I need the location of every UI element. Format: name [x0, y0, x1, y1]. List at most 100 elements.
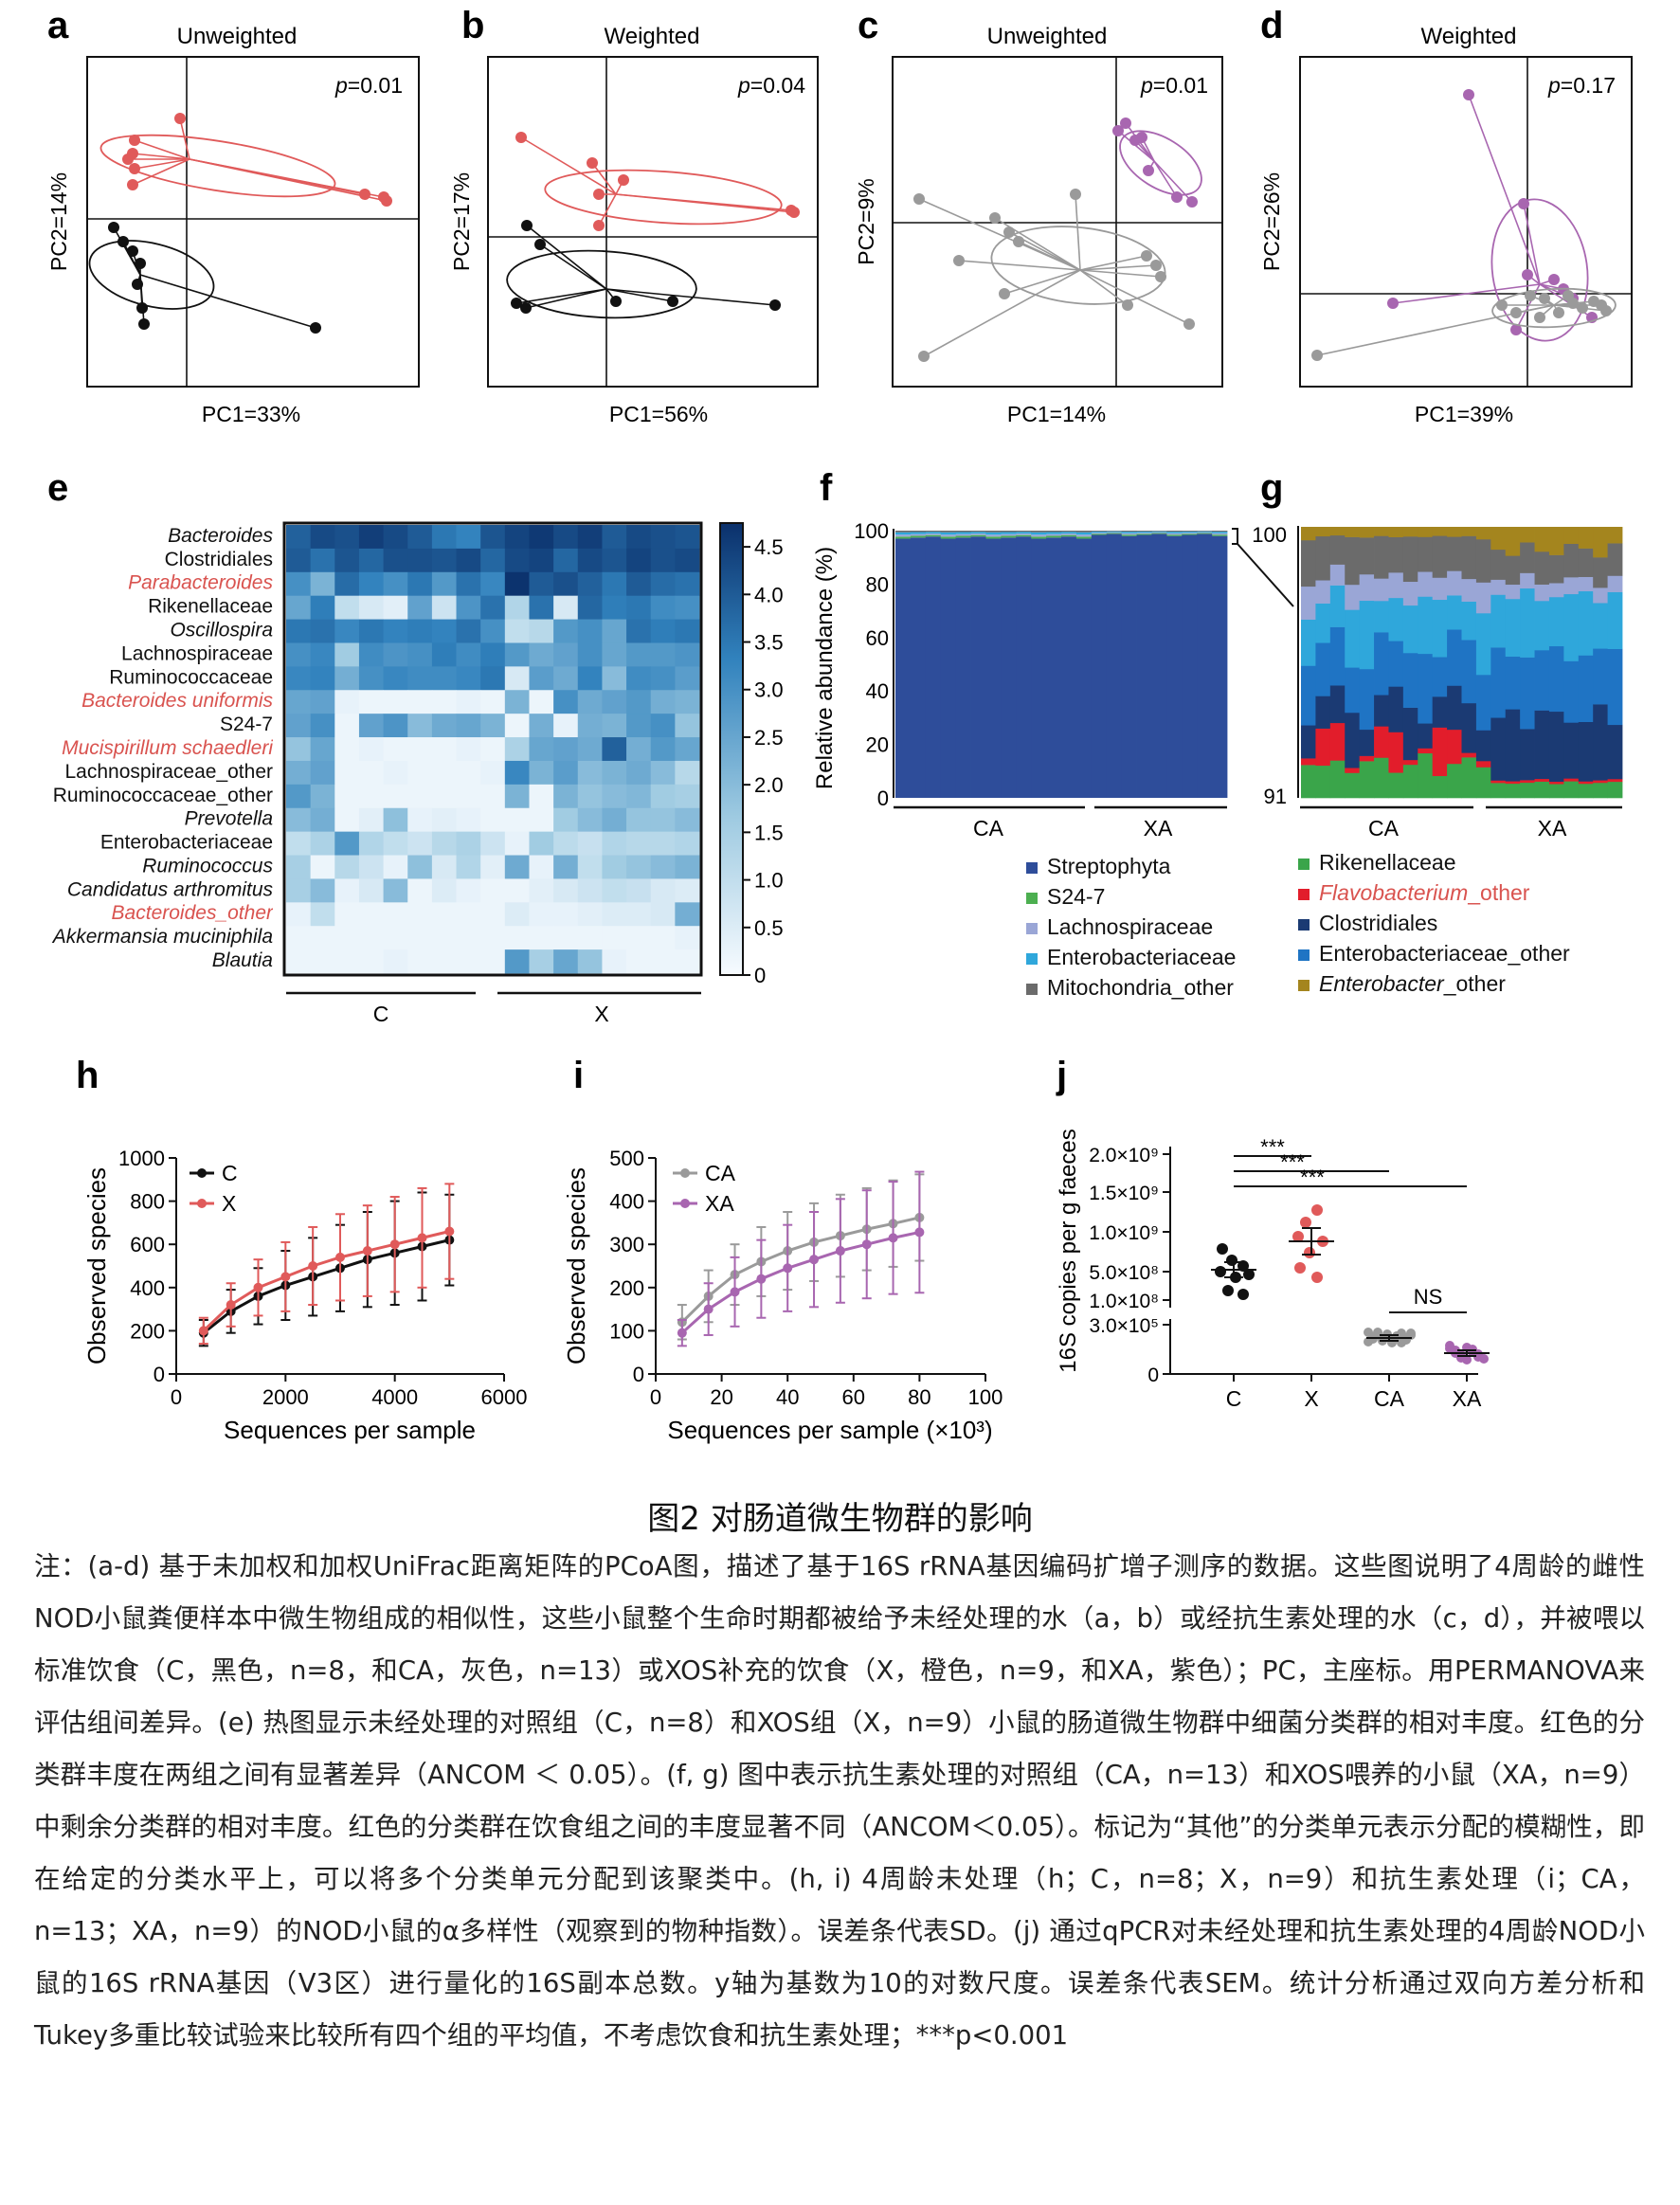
heatmap-cell: [480, 949, 506, 974]
bar-segment-enterobacter: [1447, 527, 1462, 537]
heatmap-cell: [383, 902, 408, 927]
legend-label: Mitochondria_other: [1047, 975, 1234, 1000]
bar-segment-enterobacteriaceae: [1402, 605, 1418, 654]
bar-segment-mitochondria: [1432, 535, 1448, 578]
bar-segment-enterobacteriaceae-other: [1563, 660, 1580, 723]
heatmap-cell: [383, 807, 408, 833]
heatmap-cell: [431, 949, 457, 974]
bar-segment-flavobacterium: [1475, 761, 1491, 768]
heatmap-cell: [431, 784, 457, 809]
bar-segment-mitochondria: [1520, 542, 1535, 573]
heatmap-cell: [383, 714, 408, 738]
group-xa-points: [1387, 89, 1598, 342]
y-axis-label: PC2=14%: [46, 172, 71, 271]
heatmap-cell: [602, 548, 627, 573]
bar-segment-other: [1136, 531, 1152, 533]
heatmap-cell: [358, 807, 384, 833]
data-point-c: [1237, 1289, 1249, 1300]
heatmap-cell: [504, 949, 530, 974]
heatmap-cell: [529, 571, 554, 597]
heatmap-cell: [358, 949, 384, 974]
figure-caption-title: 图2 对肠道微生物群的影响: [647, 1500, 1033, 1538]
legend-g: Rikenellaceae Flavobacterium_other Clostri…: [1298, 850, 1570, 996]
bar-segment-lachnospiraceae: [1534, 584, 1550, 602]
heatmap-cell: [504, 666, 530, 691]
heatmap-cell: [480, 619, 506, 643]
heatmap-cell: [358, 902, 384, 927]
heatmap-cell: [334, 737, 360, 762]
bar-segment-enterobacteriaceae-other: [1418, 653, 1434, 724]
bar-segment-other: [1121, 534, 1137, 536]
heatmap-row-label: Ruminococcus: [142, 856, 273, 877]
panel-i: i 0 100 200 300 400 500 0 20 40 60 80 100 Sequences …: [562, 1055, 1003, 1444]
heatmap-cell: [626, 690, 652, 714]
heatmap-cell: [504, 595, 530, 620]
bar-segment-other: [1016, 534, 1032, 537]
panel-letter: b: [461, 5, 484, 46]
data-point-c: [1222, 1285, 1234, 1296]
heatmap-cell: [431, 690, 457, 714]
y-tick-label: 40: [866, 679, 889, 703]
significance-label: ***: [1260, 1135, 1285, 1159]
panel-title: Unweighted: [987, 24, 1108, 49]
bar-segment-other: [985, 534, 1002, 537]
bar-segment-enterobacteriaceae: [1315, 603, 1331, 643]
heatmap-cell: [407, 619, 433, 643]
heatmap-cell: [358, 760, 384, 786]
bar-segment-other: [910, 533, 927, 536]
heatmap-cell: [626, 525, 652, 550]
data-point-c: [1243, 1269, 1255, 1280]
bar-segment-mitochondria: [1461, 535, 1477, 580]
bar-segment-enterobacter: [1315, 527, 1331, 537]
heatmap-cell: [650, 595, 676, 620]
bar-segment-flavobacterium: [1359, 755, 1375, 762]
bar-segment-flavobacterium: [1374, 726, 1389, 758]
group-c-points: [506, 220, 781, 319]
heatmap-cell: [480, 807, 506, 833]
bar-segment-flavobacterium: [1607, 778, 1623, 783]
bar-segment-streptophyta: [925, 536, 942, 798]
heatmap-cell: [553, 949, 579, 974]
bar-segment-flavobacterium: [1578, 781, 1594, 785]
heatmap-cell: [480, 714, 506, 738]
heatmap-cell: [529, 619, 554, 643]
heatmap-cell: [675, 619, 700, 643]
bar-segment-other: [1151, 531, 1167, 533]
heatmap-cell: [383, 784, 408, 809]
heatmap-cell: [504, 571, 530, 597]
heatmap-cell: [286, 878, 312, 903]
bar-segment-rikenellaceae: [1490, 783, 1507, 799]
panel-c: c Unweighted p=0.01 PC1=14% PC2=9%: [854, 5, 1223, 426]
bar-segment-lachnospiraceae: [1505, 584, 1521, 600]
panel-g: g 100 91 CA XA Rikenellaceae Flavobacteri…: [1252, 467, 1623, 996]
bar-segment-clostridiales: [1505, 709, 1521, 782]
heatmap-cell: [334, 571, 360, 597]
bar-segment-flavobacterium: [1520, 780, 1535, 784]
heatmap-cell: [286, 714, 312, 738]
y-tick-label: 0: [1147, 1365, 1159, 1386]
bar-segment-other: [970, 534, 986, 537]
heatmap-cell: [431, 902, 457, 927]
heatmap-cell: [456, 619, 481, 643]
heatmap-cell: [407, 878, 433, 903]
y-tick-label: 500: [609, 1147, 644, 1170]
heatmap-cell: [407, 642, 433, 667]
data-point-x: [1311, 1204, 1323, 1216]
bar-segment-enterobacter: [1418, 527, 1434, 537]
heatmap-cell: [577, 642, 603, 667]
bar-segment-clostridiales: [1315, 696, 1331, 729]
heatmap-cell: [383, 855, 408, 879]
x-tick-label: X: [1304, 1386, 1318, 1411]
plot-frame: [1299, 56, 1633, 388]
heatmap-row-label: Bacteroides uniformis: [81, 690, 273, 712]
legend-label: X: [222, 1191, 236, 1216]
group-label-xa: XA: [1538, 816, 1567, 840]
group-label-xa: XA: [1144, 816, 1173, 840]
legend-marker: [680, 1199, 690, 1208]
bar-segment-rikenellaceae: [1461, 757, 1477, 799]
heatmap-cell: [358, 831, 384, 856]
bar-segment-rikenellaceae: [1418, 752, 1434, 799]
heatmap-cell: [577, 902, 603, 927]
bar-segment-other: [970, 532, 986, 534]
heatmap-cell: [310, 737, 335, 762]
